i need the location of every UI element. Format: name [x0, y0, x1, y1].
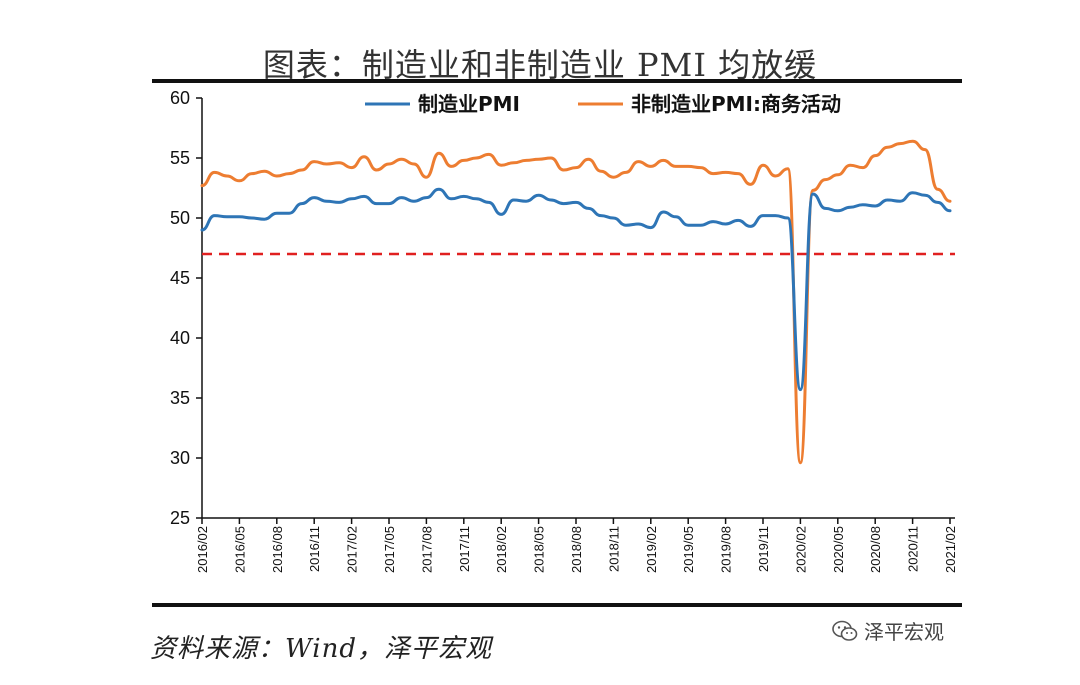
x-axis-ticks: 2016/02 2016/05 2016/08 2016/11 2017/02 2017/…: [195, 518, 958, 573]
y-axis-ticks: 25 30 35 40 45 50 55 60: [170, 88, 202, 528]
x-tick-label: 2016/02: [195, 526, 210, 573]
series-line-manufacturing: [200, 187, 952, 392]
y-tick-label: 60: [170, 88, 190, 108]
x-tick-label: 2020/02: [793, 526, 808, 573]
x-tick-label: 2018/02: [494, 526, 509, 573]
x-tick-label: 2016/05: [232, 526, 247, 573]
source-note: 资料来源：Wind，泽平宏观: [150, 634, 492, 664]
y-tick-label: 35: [170, 388, 190, 408]
x-tick-label: 2020/11: [906, 526, 921, 572]
legend-label-non-manufacturing: 非制造业PMI:商务活动: [631, 92, 841, 116]
series-line-non-manufacturing: [200, 139, 952, 465]
x-tick-label: 2017/08: [419, 526, 434, 573]
y-tick-label: 45: [170, 268, 190, 288]
x-tick-label: 2018/05: [532, 526, 547, 573]
x-tick-label: 2019/08: [719, 526, 734, 573]
y-tick-label: 40: [170, 328, 190, 348]
series-layer: [200, 139, 952, 465]
x-tick-label: 2017/02: [345, 526, 360, 573]
x-tick-label: 2017/05: [382, 526, 397, 573]
x-tick-label: 2019/05: [681, 526, 696, 573]
x-tick-label: 2016/11: [307, 526, 322, 572]
wechat-icon: [832, 620, 858, 641]
legend: 制造业PMI 非制造业PMI:商务活动: [365, 92, 841, 116]
x-tick-label: 2016/08: [270, 526, 285, 573]
x-tick-label: 2018/11: [606, 526, 621, 572]
chart-title: 图表：制造业和非制造业 PMI 均放缓: [262, 46, 818, 84]
y-tick-label: 25: [170, 508, 190, 528]
x-tick-label: 2018/08: [569, 526, 584, 573]
y-tick-label: 30: [170, 448, 190, 468]
x-tick-label: 2020/08: [868, 526, 883, 573]
watermark: 泽平宏观: [832, 616, 944, 645]
x-tick-label: 2021/02: [943, 526, 958, 573]
x-tick-label: 2020/05: [831, 526, 846, 573]
legend-label-manufacturing: 制造业PMI: [418, 92, 520, 116]
y-tick-label: 55: [170, 148, 190, 168]
watermark-text: 泽平宏观: [864, 620, 944, 644]
x-tick-label: 2019/02: [644, 526, 659, 573]
x-tick-label: 2017/11: [457, 526, 472, 572]
x-tick-label: 2019/11: [756, 526, 771, 572]
y-tick-label: 50: [170, 208, 190, 228]
